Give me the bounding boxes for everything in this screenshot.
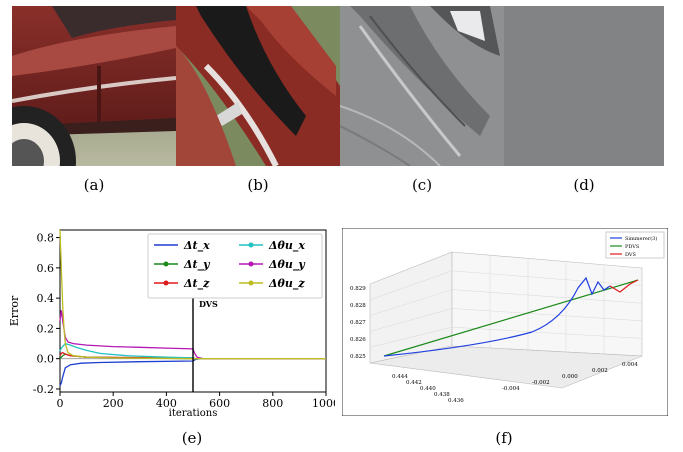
y-tick-label: 0.4 xyxy=(37,292,55,305)
x-tick-label: 400 xyxy=(156,397,177,410)
legend-marker xyxy=(248,280,254,286)
x-axis-label: iterations xyxy=(169,408,218,419)
y-axis-label: Error xyxy=(8,295,21,326)
y-tick-label: -0.002 xyxy=(532,380,550,386)
grid-line xyxy=(451,289,643,304)
z-tick-label: 0.829 xyxy=(350,286,366,292)
image-a xyxy=(12,6,176,166)
x-tick-label: 600 xyxy=(209,397,230,410)
x-tick-label: 0.436 xyxy=(448,398,464,404)
simmerer-line xyxy=(383,276,611,357)
z-tick-label: 0.825 xyxy=(350,354,366,360)
image-b xyxy=(176,6,340,166)
z-tick-label: 0.827 xyxy=(350,320,366,326)
legend-label: Δt_x xyxy=(183,239,210,253)
grid-line xyxy=(369,270,453,301)
caption-b: (b) xyxy=(247,176,269,194)
grid-line xyxy=(451,308,643,322)
y-tick-label: 0.0 xyxy=(37,353,55,366)
caption-c: (c) xyxy=(411,176,433,194)
grid-line xyxy=(451,326,643,339)
x-tick-label: 0.442 xyxy=(406,380,422,386)
z-tick-label: 0.826 xyxy=(350,337,366,343)
grid-line xyxy=(369,308,453,332)
image-d xyxy=(504,6,664,166)
x-tick-label: 0.444 xyxy=(392,374,408,380)
grid-line xyxy=(369,326,453,348)
legend-box xyxy=(147,233,323,299)
caption-e: (e) xyxy=(181,429,203,447)
legend-marker xyxy=(163,280,169,286)
legend-label: PDVS xyxy=(625,244,640,250)
legend-label: Simmerer(3) xyxy=(625,235,657,242)
y-tick-label: 0.004 xyxy=(622,362,638,368)
image-c xyxy=(340,6,504,166)
grid-line xyxy=(369,289,453,316)
z-tick-label: 0.828 xyxy=(350,303,366,309)
pdvs-line xyxy=(383,279,639,357)
legend-label: Δθu_z xyxy=(268,277,305,291)
trajectory-3d-chart: 0.825 0.826 0.827 0.828 0.829 0.444 0.442 0.440… xyxy=(341,227,669,420)
y-tick-label: 0.2 xyxy=(37,322,55,335)
legend: Simmerer(3) PDVS DVS xyxy=(605,231,665,259)
x-tick-label: 0.438 xyxy=(434,392,450,398)
legend-marker xyxy=(163,261,169,267)
y-tick-label: -0.004 xyxy=(502,386,520,392)
x-tick-label: 800 xyxy=(262,397,283,410)
legend-label: Δθu_y xyxy=(268,258,306,272)
back-right-pane xyxy=(451,251,643,357)
x-tick-label: 1000 xyxy=(312,397,335,410)
x-tick-label: 200 xyxy=(103,397,124,410)
caption-d: (d) xyxy=(573,176,595,194)
grid-line xyxy=(451,270,643,286)
legend-label: Δθu_x xyxy=(268,239,305,253)
y-tick-label: 0.000 xyxy=(562,374,578,380)
dvs-line xyxy=(609,279,639,293)
legend-label: DVS xyxy=(625,252,637,258)
caption-f: (f) xyxy=(495,429,513,447)
legend-marker xyxy=(248,242,254,248)
legend-label: Δt_y xyxy=(183,258,211,272)
caption-a: (a) xyxy=(83,176,105,194)
y-tick-label: -0.2 xyxy=(33,383,54,396)
y-tick-label: 0.002 xyxy=(592,368,608,374)
dvs-annotation: DVS xyxy=(199,299,218,309)
legend: Δt_x Δt_y Δt_z Δθu_x Δθu_y Δθu_z xyxy=(147,233,323,299)
y-tick-label: 0.6 xyxy=(37,262,55,275)
error-chart: -0.2 0.0 0.2 0.4 0.6 0.8 0 200 400 600 800 1000 iter… xyxy=(0,222,340,426)
legend-label: Δt_z xyxy=(183,277,210,291)
y-tick-label: 0.8 xyxy=(37,232,55,245)
x-tick-label: 0 xyxy=(57,397,64,410)
x-tick-label: 0.440 xyxy=(420,386,436,392)
legend-marker xyxy=(248,261,254,267)
